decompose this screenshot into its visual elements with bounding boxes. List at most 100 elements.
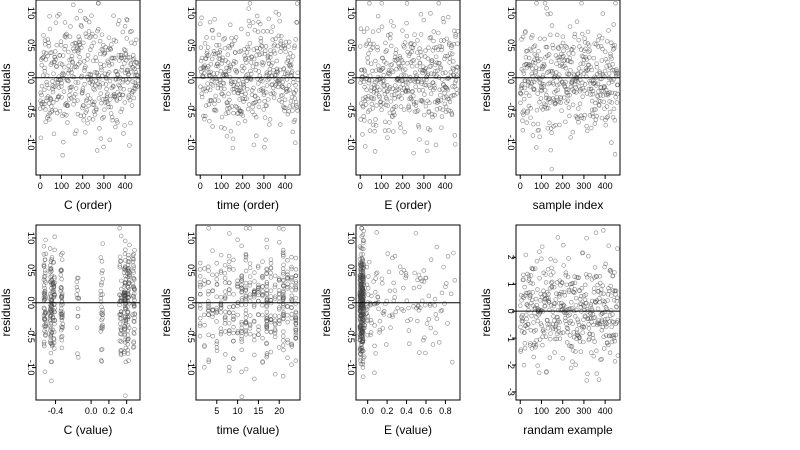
- data-point: [59, 268, 65, 273]
- data-point: [597, 321, 603, 327]
- data-point: [528, 105, 533, 111]
- data-point: [132, 298, 137, 303]
- data-point: [575, 319, 581, 325]
- data-point: [107, 63, 112, 68]
- data-point: [293, 320, 299, 326]
- data-point: [68, 24, 73, 29]
- scatter-panel-5: -0.4 0.0 0.2 0.4-1.0-0.50.00.51.0C (value)r…: [0, 224, 141, 437]
- data-point: [421, 268, 426, 273]
- data-point: [446, 108, 451, 113]
- y-tick-label: -1.0: [186, 135, 196, 151]
- data-point: [113, 124, 118, 130]
- data-point: [243, 302, 249, 308]
- data-point: [551, 303, 556, 309]
- data-point: [542, 63, 547, 68]
- data-point: [367, 128, 373, 133]
- data-point: [279, 99, 285, 105]
- data-point: [247, 41, 253, 46]
- data-point: [214, 71, 220, 76]
- data-point: [376, 63, 381, 68]
- data-point: [74, 292, 80, 297]
- data-point: [41, 277, 47, 282]
- data-point: [43, 332, 48, 337]
- data-point: [255, 48, 260, 54]
- data-point: [277, 299, 282, 305]
- data-point: [48, 97, 54, 102]
- data-point: [131, 318, 137, 324]
- data-point: [521, 112, 526, 118]
- data-point: [442, 301, 447, 306]
- data-point: [223, 317, 228, 323]
- data-point: [422, 335, 427, 340]
- data-point: [115, 120, 120, 125]
- x-tick-label: 0.6: [420, 406, 433, 416]
- data-point: [108, 97, 113, 102]
- data-point: [565, 93, 571, 98]
- x-tick-label: 0.4: [400, 406, 413, 416]
- data-point: [401, 107, 407, 112]
- data-point: [131, 345, 136, 350]
- data-point: [278, 39, 284, 44]
- data-point: [44, 82, 50, 87]
- data-point: [417, 46, 422, 51]
- data-point: [559, 289, 564, 295]
- data-point: [221, 37, 226, 42]
- data-point: [51, 100, 56, 105]
- data-point: [47, 246, 53, 251]
- data-point: [518, 324, 523, 330]
- data-point: [543, 272, 548, 277]
- data-point: [100, 276, 105, 282]
- data-point: [276, 295, 282, 301]
- data-point: [127, 272, 132, 278]
- data-point: [78, 113, 83, 119]
- data-point: [131, 263, 136, 269]
- data-point: [42, 257, 48, 262]
- data-point: [597, 296, 602, 301]
- data-point: [561, 95, 567, 100]
- data-point: [559, 108, 564, 113]
- data-point: [579, 115, 585, 121]
- data-point: [202, 282, 207, 287]
- data-point: [611, 335, 617, 341]
- data-point: [606, 28, 611, 33]
- data-point: [569, 47, 575, 52]
- data-point: [541, 293, 547, 298]
- data-point: [573, 295, 579, 301]
- data-point: [215, 63, 221, 69]
- data-point: [584, 123, 589, 129]
- data-point: [127, 143, 132, 148]
- data-point: [523, 323, 528, 328]
- data-point: [285, 313, 290, 318]
- data-point: [547, 100, 553, 105]
- data-point: [380, 66, 385, 71]
- data-point: [227, 231, 232, 236]
- data-point: [596, 103, 602, 108]
- y-axis-title: residuals: [159, 63, 173, 111]
- data-point: [251, 85, 256, 91]
- data-point: [268, 270, 273, 276]
- data-point: [421, 17, 426, 23]
- data-point: [366, 37, 372, 43]
- data-point: [549, 59, 554, 64]
- data-point: [60, 53, 66, 58]
- data-point: [41, 87, 47, 93]
- data-point: [253, 114, 259, 120]
- data-point: [49, 255, 55, 260]
- data-point: [219, 61, 225, 66]
- data-point: [206, 102, 211, 107]
- data-point: [51, 289, 57, 295]
- data-point: [222, 275, 228, 281]
- data-point: [70, 46, 76, 52]
- data-point: [539, 256, 544, 262]
- data-point: [547, 336, 553, 342]
- y-tick-label: 0.0: [186, 72, 196, 85]
- data-point: [213, 108, 219, 113]
- data-point: [121, 47, 127, 52]
- data-point: [239, 394, 245, 400]
- data-point: [239, 369, 244, 375]
- data-point: [615, 246, 620, 251]
- data-point: [239, 89, 245, 95]
- data-point: [381, 72, 386, 78]
- data-point: [377, 318, 383, 324]
- data-point: [391, 110, 396, 115]
